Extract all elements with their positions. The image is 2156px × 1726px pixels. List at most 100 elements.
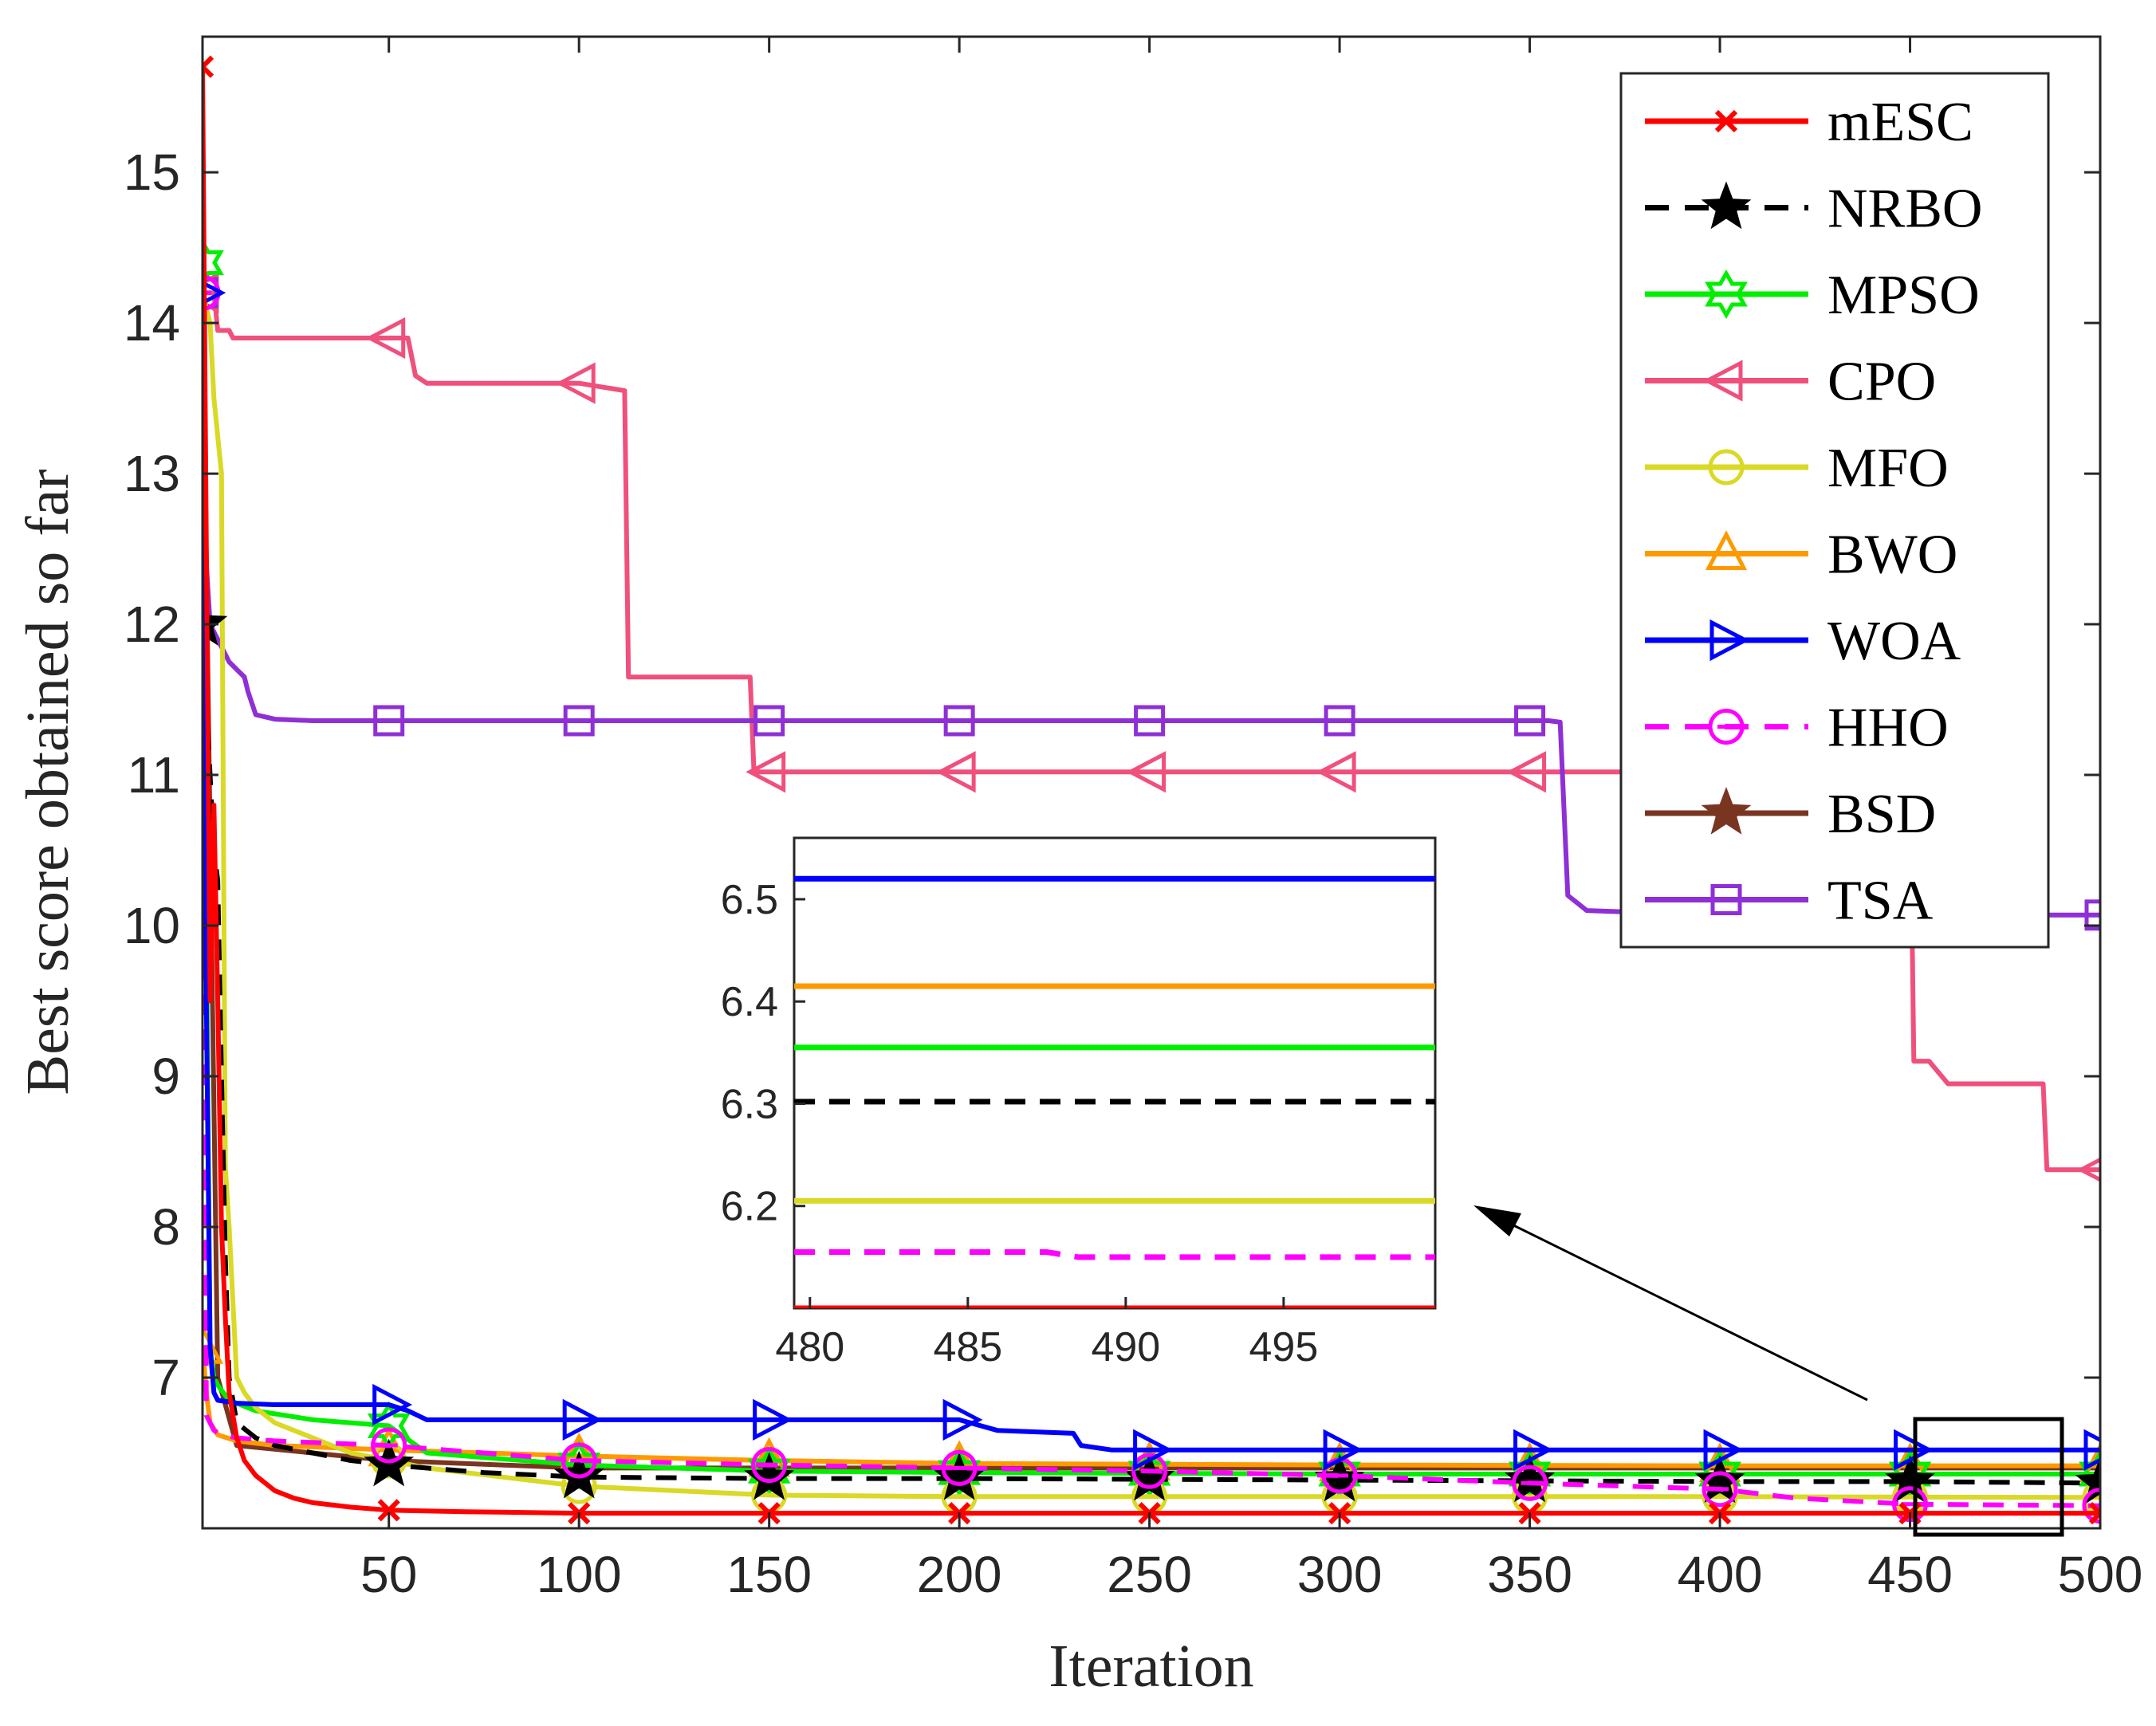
legend-marker xyxy=(1709,619,1750,662)
legend-box xyxy=(1619,72,2050,949)
legend-item-nrbo: NRBO xyxy=(1645,179,1982,240)
y-tick-label: 13 xyxy=(124,445,180,502)
legend-item-mesc: mESC xyxy=(1645,92,1973,153)
series-woa xyxy=(203,280,2100,1471)
legend-label: BWO xyxy=(1827,525,1957,586)
series-marker-woa xyxy=(2083,1429,2100,1471)
series-marker-mesc xyxy=(377,1499,400,1522)
y-tick-label: 10 xyxy=(124,897,180,954)
legend-label: MPSO xyxy=(1827,265,1980,326)
y-tick-label: 11 xyxy=(128,746,180,804)
x-tick-label: 100 xyxy=(537,1546,622,1603)
x-tick-label: 400 xyxy=(1678,1546,1763,1603)
legend-item-hho: HHO xyxy=(1645,698,1949,759)
legend-marker xyxy=(1702,360,1743,402)
series-marker-mpso xyxy=(747,1446,791,1496)
inset-y-tick-label: 6.5 xyxy=(721,877,778,923)
x-tick-label: 300 xyxy=(1297,1546,1383,1603)
series-marker-tsa xyxy=(563,705,595,737)
legend-marker xyxy=(1701,786,1752,835)
legend-label: WOA xyxy=(1827,611,1961,672)
x-axis-label: Iteration xyxy=(1048,1633,1253,1700)
legend-label: MFO xyxy=(1827,438,1949,499)
legend-label: NRBO xyxy=(1827,179,1982,240)
inset-x-tick-label: 480 xyxy=(775,1324,844,1370)
legend-marker xyxy=(1705,530,1748,570)
x-tick-label: 500 xyxy=(2058,1546,2143,1603)
legend-item-mfo: MFO xyxy=(1645,438,1949,499)
inset-y-tick-label: 6.3 xyxy=(721,1081,778,1127)
legend-marker xyxy=(1701,181,1752,230)
x-tick-label: 50 xyxy=(360,1546,417,1603)
series-marker-tsa xyxy=(943,705,975,737)
series-marker-woa xyxy=(942,1398,983,1441)
series-line-mfo xyxy=(203,292,2100,1500)
main-series-layer xyxy=(203,55,2100,1525)
y-tick-label: 9 xyxy=(151,1048,180,1105)
series-marker-mpso xyxy=(2079,1449,2100,1500)
series-marker-woa xyxy=(753,1398,793,1441)
y-tick-label: 14 xyxy=(124,294,180,352)
series-marker-cpo xyxy=(746,751,786,793)
zoom-arrow-head xyxy=(1473,1205,1521,1237)
series-marker-hho xyxy=(941,1449,978,1486)
legend-marker xyxy=(1708,449,1745,486)
main-axes: 50 100 150 200 250 300 350 400 450 500 7 8 9 10 11 12 13… xyxy=(124,37,2143,1603)
series-marker-woa xyxy=(1133,1429,1174,1471)
series-marker-hho xyxy=(561,1442,597,1479)
series-marker-cpo xyxy=(935,751,976,793)
series-marker-tsa xyxy=(2084,899,2100,931)
series-marker-mpso xyxy=(1127,1448,1171,1499)
legend-item-mpso: MPSO xyxy=(1645,265,1980,326)
x-tick-label: 250 xyxy=(1107,1546,1192,1603)
series-marker-mpso xyxy=(938,1448,982,1498)
inset-axes: 480 485 490 495 6.2 6.3 6.4 6.5 xyxy=(721,877,1319,1370)
legend-marker xyxy=(1714,109,1738,133)
series-marker-woa xyxy=(1323,1429,1363,1471)
series-marker-woa xyxy=(372,1383,413,1426)
series-marker-woa xyxy=(562,1398,603,1441)
series-marker-mfo xyxy=(2082,1479,2100,1516)
legend-item-bsd: BSD xyxy=(1645,784,1936,845)
series-marker-tsa xyxy=(1324,705,1355,737)
legend-marker xyxy=(1705,269,1748,320)
legend-label: CPO xyxy=(1827,352,1936,413)
x-tick-label: 200 xyxy=(917,1546,1002,1603)
x-tick-label: 350 xyxy=(1487,1546,1572,1603)
series-marker-hho xyxy=(1512,1465,1548,1501)
series-marker-hho xyxy=(751,1447,788,1484)
inset-series-layer xyxy=(794,875,1435,1308)
inset-line-hho xyxy=(794,1249,1435,1260)
series-mesc xyxy=(203,55,2100,1525)
legend-label: TSA xyxy=(1827,871,1934,932)
series-marker-hho xyxy=(371,1427,407,1464)
series-hho xyxy=(203,274,2100,1524)
series-line-cpo xyxy=(203,290,2100,1173)
series-line-tsa xyxy=(203,293,2100,918)
y-tick-label: 8 xyxy=(151,1198,180,1256)
series-marker-mesc xyxy=(2088,1501,2100,1525)
series-marker-nrbo xyxy=(1885,1455,1936,1504)
series-marker-cpo xyxy=(1316,751,1356,793)
legend-label: HHO xyxy=(1827,698,1949,759)
series-line-mesc xyxy=(203,66,2100,1516)
inset-plot-area xyxy=(793,836,1437,1310)
series-marker-tsa xyxy=(203,277,218,309)
x-tick-label: 450 xyxy=(1867,1546,1953,1603)
series-marker-cpo xyxy=(1126,751,1167,793)
series-marker-tsa xyxy=(1514,705,1546,737)
y-tick-label: 12 xyxy=(124,596,180,653)
series-marker-woa xyxy=(1513,1429,1553,1471)
series-marker-hho xyxy=(2082,1488,2100,1524)
series-marker-mesc xyxy=(203,55,214,78)
series-marker-tsa xyxy=(753,705,785,737)
series-marker-hho xyxy=(1702,1471,1738,1508)
legend-label: mESC xyxy=(1827,92,1973,153)
series-marker-woa xyxy=(1703,1429,1744,1471)
zoom-region-box xyxy=(1913,1417,2064,1537)
series-marker-cpo xyxy=(555,362,596,404)
series-marker-cpo xyxy=(365,316,406,360)
legend-item-tsa: TSA xyxy=(1645,871,1934,932)
series-line-woa xyxy=(203,293,2100,1453)
